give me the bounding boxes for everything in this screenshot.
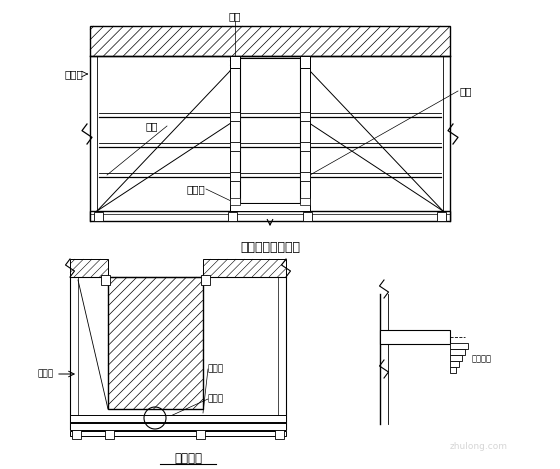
Bar xyxy=(275,430,284,439)
Text: 毛大筋: 毛大筋 xyxy=(38,370,54,378)
Bar xyxy=(108,277,203,409)
Bar xyxy=(105,430,114,439)
Text: 海绵条: 海绵条 xyxy=(186,184,205,194)
Bar xyxy=(230,56,240,68)
Bar xyxy=(300,56,310,68)
Bar xyxy=(300,112,310,121)
Bar xyxy=(230,112,240,121)
Bar xyxy=(203,259,286,277)
Bar xyxy=(72,430,81,439)
Bar xyxy=(70,415,286,422)
Bar xyxy=(70,259,108,277)
Bar xyxy=(450,349,465,355)
Bar xyxy=(70,431,286,436)
Text: 穿孔管: 穿孔管 xyxy=(208,364,224,373)
Bar xyxy=(94,212,103,221)
Text: 内力螺栓: 内力螺栓 xyxy=(472,355,492,363)
Bar xyxy=(230,203,310,211)
Bar xyxy=(230,198,240,205)
Text: 梁模板支撑断面图: 梁模板支撑断面图 xyxy=(240,241,300,254)
Bar xyxy=(303,212,312,221)
Bar xyxy=(300,142,310,151)
Bar xyxy=(230,142,240,151)
Bar xyxy=(450,343,468,349)
Bar xyxy=(437,212,446,221)
Bar xyxy=(228,212,237,221)
Text: 水平管: 水平管 xyxy=(208,394,224,403)
Text: 木方: 木方 xyxy=(228,11,241,21)
Bar xyxy=(300,56,310,211)
Bar xyxy=(90,26,450,56)
Text: 钢管: 钢管 xyxy=(145,121,157,131)
Bar xyxy=(300,172,310,181)
Text: 胶合板: 胶合板 xyxy=(64,69,83,79)
Bar xyxy=(450,367,456,373)
Bar xyxy=(380,330,450,344)
Bar xyxy=(230,56,240,211)
Bar xyxy=(101,275,110,285)
Text: zhulong.com: zhulong.com xyxy=(450,442,508,451)
Bar xyxy=(201,275,210,285)
Bar xyxy=(450,361,459,367)
Bar xyxy=(450,355,462,361)
Text: 扣件: 扣件 xyxy=(459,86,472,96)
Bar xyxy=(70,423,286,430)
Bar xyxy=(240,58,300,203)
Text: 梁配筋法: 梁配筋法 xyxy=(174,452,202,465)
Bar xyxy=(196,430,205,439)
Bar xyxy=(230,172,240,181)
Bar xyxy=(90,211,450,221)
Bar xyxy=(300,198,310,205)
